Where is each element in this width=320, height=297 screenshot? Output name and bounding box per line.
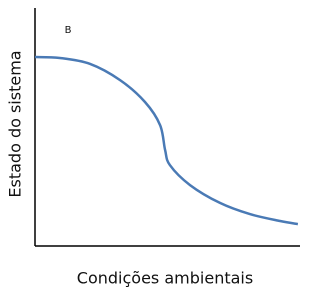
chart: B Estado do sistema Condições ambientais [6, 8, 300, 288]
x-axis-label: Condições ambientais [77, 269, 253, 288]
data-line [34, 55, 299, 226]
annotation: B [65, 25, 72, 36]
y-axis-label: Estado do sistema [6, 50, 25, 197]
